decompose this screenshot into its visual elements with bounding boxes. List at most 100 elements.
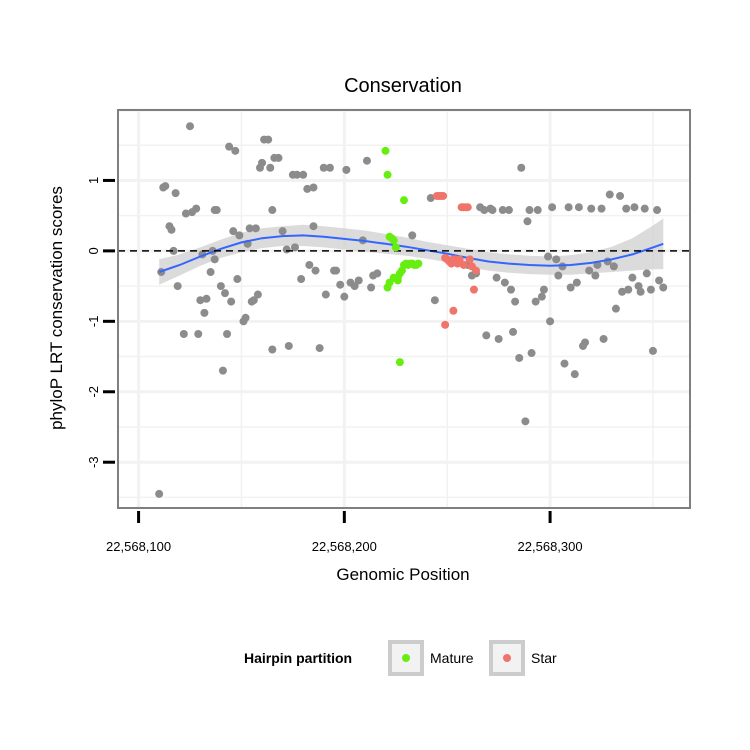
data-point-other [500,278,509,287]
data-point-other [233,275,242,284]
data-point-other [179,330,188,339]
data-point-other [587,204,596,213]
data-point-other [192,204,201,213]
data-point-other [640,204,649,213]
data-point-other [517,163,526,172]
data-point-other [570,370,579,379]
data-point-other [554,271,563,280]
data-point-other [482,331,491,340]
data-point-other [225,142,234,151]
data-point-mature [414,259,423,268]
data-point-other [609,262,618,271]
data-point-other [282,245,291,254]
data-point-star [441,320,450,329]
data-point-other [315,344,324,353]
data-point-other [284,341,293,350]
data-point-other [216,282,225,291]
legend-mature-icon [402,654,410,662]
data-point-other [210,206,219,215]
data-point-other-group [155,122,668,498]
data-point-other [597,204,606,213]
data-point-other [253,290,262,299]
data-point-other [494,334,503,343]
data-point-other [249,296,258,305]
data-point-mature-group [381,146,423,292]
chart-title: Conservation [344,75,462,97]
data-point-other [618,287,627,296]
data-point-mature [395,358,404,367]
data-point-other [511,297,520,306]
data-point-other [624,285,633,294]
data-point-other [504,206,513,215]
data-point-other [321,290,330,299]
data-point-other [210,255,219,264]
y-axis: 1 0 -1 -2 -3 [86,177,115,468]
data-point-other [539,285,548,294]
data-point-other [169,246,178,255]
data-point-other [290,243,299,252]
data-point-other [299,170,308,179]
data-point-mature [389,236,398,245]
data-point-other [303,184,312,193]
data-point-other [506,285,515,294]
data-point-other [572,278,581,287]
data-point-other [342,165,351,174]
data-point-other [200,308,209,317]
data-point-other [574,203,583,212]
data-point-other [560,359,569,368]
data-point-other [227,297,236,306]
data-point-other [251,224,260,233]
smooth-line [158,234,664,273]
data-point-other [167,225,176,234]
data-point-other [362,156,371,165]
data-point-other [235,231,244,240]
data-point-star [469,285,478,294]
data-point-other [488,206,497,215]
data-point-other [599,334,608,343]
x-axis-title: Genomic Position [336,565,469,584]
data-point-other [220,289,229,298]
data-point-star [465,255,474,264]
data-point-other [531,297,540,306]
data-point-other [171,189,180,198]
data-point-other [264,135,273,144]
data-point-other [332,266,341,275]
data-point-mature [381,146,390,155]
data-point-other [181,209,190,218]
data-point-other [196,296,205,305]
data-point-star [463,203,472,212]
data-point-other [297,275,306,284]
data-point-other [537,292,546,301]
legend-label-mature: Mature [430,650,474,666]
y-axis-title: phyloP LRT conservation scores [47,186,66,430]
data-point-mature [393,276,402,285]
data-point-other [218,366,227,375]
data-point-other [616,191,625,200]
panel-background [118,110,690,508]
data-point-other [527,349,536,358]
data-point-other [646,285,655,294]
data-point-other [186,122,195,131]
data-point-other [523,217,532,226]
data-point-other [659,283,668,292]
data-point-other [642,269,651,278]
data-point-other [231,146,240,155]
data-point-other [480,206,489,215]
data-point-other [258,158,267,167]
data-point-other [605,190,614,199]
data-point-other [245,224,254,233]
data-point-other [319,163,328,172]
data-point-mature [383,283,392,292]
data-point-other [585,266,594,275]
data-point-star [449,306,458,315]
data-point-other [655,276,664,285]
data-point-other [336,280,345,289]
data-point-other [492,273,501,282]
data-point-other [155,489,164,498]
x-tick-label: 22,568,100 [106,539,171,554]
data-point-mature [391,243,400,252]
data-point-other [544,252,553,261]
data-point-other [533,206,542,215]
data-point-other [354,276,363,285]
data-point-other [509,327,518,336]
